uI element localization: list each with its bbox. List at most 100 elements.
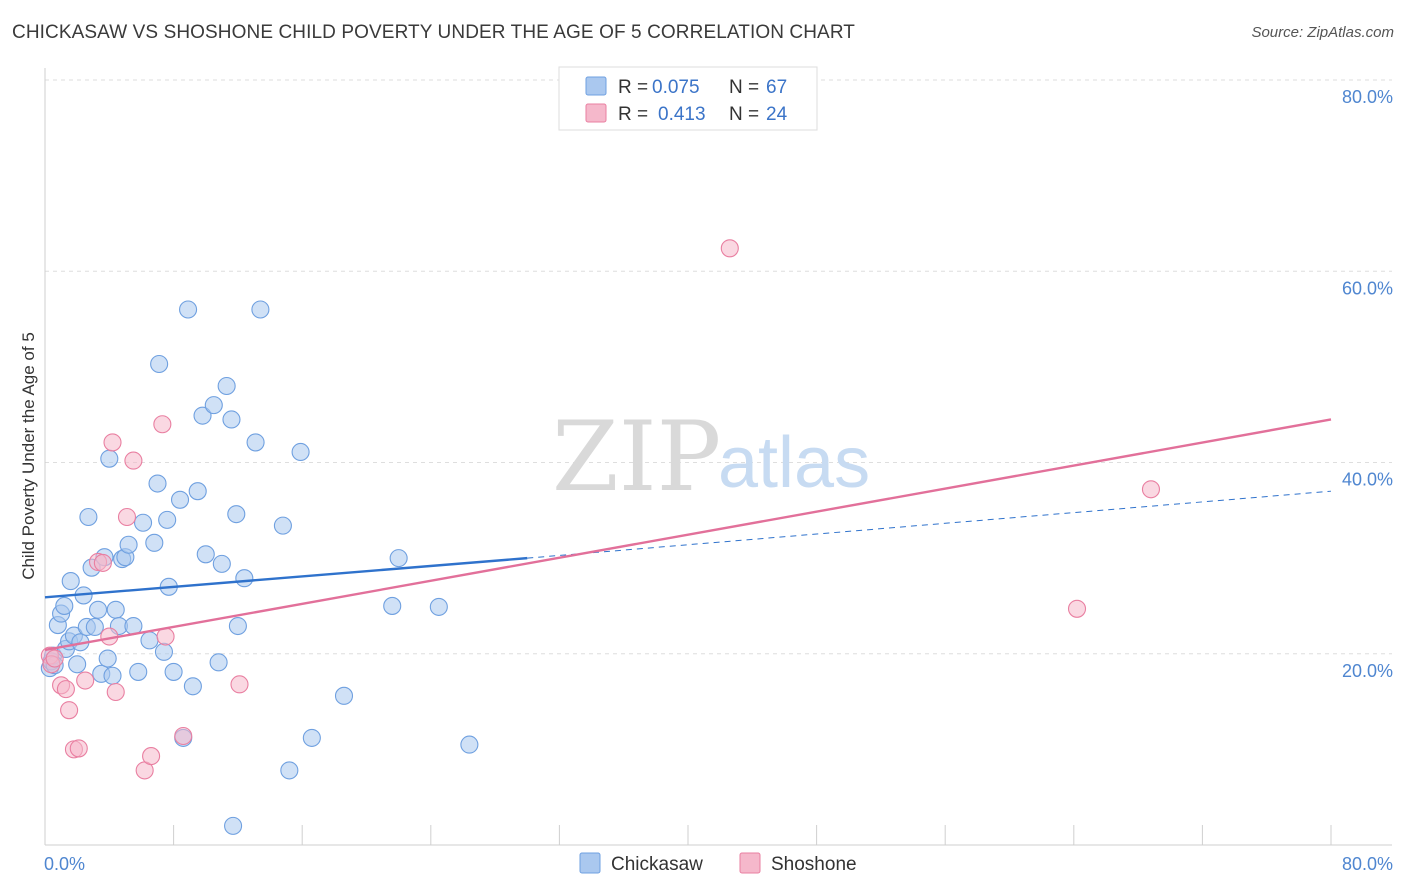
point-chickasaw <box>68 655 87 674</box>
point-chickasaw <box>145 533 164 552</box>
point-shoshone <box>69 739 88 758</box>
legend-n-label-1: N = <box>729 77 759 98</box>
point-chickasaw <box>280 761 299 780</box>
point-chickasaw <box>204 396 223 415</box>
point-chickasaw <box>119 535 138 554</box>
point-shoshone <box>117 507 137 527</box>
bottom-legend-swatch-shoshone <box>739 852 761 874</box>
point-shoshone <box>56 680 75 699</box>
y-axis-label: Child Poverty Under the Age of 5 <box>19 332 38 580</box>
x-tick-label: 0.0% <box>44 854 85 874</box>
point-chickasaw <box>460 735 479 754</box>
point-shoshone <box>174 726 193 746</box>
axes <box>44 68 1392 846</box>
trend-chickasaw-extension <box>527 490 1332 559</box>
point-chickasaw <box>228 616 247 636</box>
point-chickasaw <box>158 510 177 529</box>
point-chickasaw <box>227 505 246 524</box>
point-chickasaw <box>334 686 354 705</box>
legend: R = 0.075 N = 67 R = 0.413 N = 24 <box>558 66 818 131</box>
point-chickasaw <box>150 354 169 374</box>
point-chickasaw <box>224 816 243 835</box>
point-chickasaw <box>383 596 402 615</box>
point-chickasaw <box>79 507 98 527</box>
legend-r-label-2: R = <box>618 104 648 125</box>
data-points <box>40 239 1161 835</box>
point-shoshone <box>45 649 64 668</box>
point-shoshone <box>1141 480 1161 499</box>
y-tick-label: 20.0% <box>1342 661 1393 681</box>
point-shoshone <box>106 682 125 702</box>
point-chickasaw <box>134 513 153 532</box>
point-chickasaw <box>88 600 108 619</box>
point-chickasaw <box>193 406 212 425</box>
point-chickasaw <box>273 516 292 535</box>
legend-swatch-chickasaw <box>585 76 607 96</box>
y-tick-label: 60.0% <box>1342 278 1393 298</box>
point-chickasaw <box>85 617 104 637</box>
bottom-legend-chickasaw: Chickasaw <box>611 854 703 875</box>
point-chickasaw <box>235 569 254 588</box>
y-tick-label: 80.0% <box>1342 87 1393 107</box>
x-tick-labels: 0.0% 80.0% <box>44 854 1393 874</box>
point-chickasaw <box>251 300 270 319</box>
y-tick-labels: 20.0% 40.0% 60.0% 80.0% <box>1342 87 1393 681</box>
source-label: Source: ZipAtlas.com <box>1251 24 1394 41</box>
point-chickasaw <box>302 728 321 747</box>
chart-title: CHICKASAW VS SHOSHONE CHILD POVERTY UNDE… <box>12 22 856 43</box>
point-chickasaw <box>179 300 198 319</box>
point-shoshone <box>720 239 739 258</box>
point-chickasaw <box>106 600 125 619</box>
point-chickasaw <box>222 410 241 429</box>
legend-r-value-1: 0.075 <box>652 77 700 98</box>
point-chickasaw <box>61 572 80 591</box>
point-chickasaw <box>246 433 265 452</box>
point-shoshone <box>93 553 112 572</box>
point-chickasaw <box>196 545 215 564</box>
point-chickasaw <box>183 677 202 696</box>
watermark: ZIP atlas <box>552 401 870 513</box>
point-chickasaw <box>148 474 167 493</box>
bottom-legend-shoshone: Shoshone <box>771 854 857 875</box>
point-chickasaw <box>103 666 122 685</box>
point-chickasaw <box>164 662 183 681</box>
point-chickasaw <box>389 549 408 568</box>
point-chickasaw <box>188 482 207 501</box>
point-chickasaw <box>100 449 119 468</box>
legend-swatch-shoshone <box>585 103 607 123</box>
point-chickasaw <box>429 597 448 616</box>
point-chickasaw <box>209 653 228 672</box>
legend-n-value-2: 24 <box>766 104 788 125</box>
bottom-legend: Chickasaw Shoshone <box>579 852 857 875</box>
trend-lines <box>44 418 1332 652</box>
watermark-atlas: atlas <box>718 423 870 503</box>
point-chickasaw <box>217 376 236 396</box>
point-shoshone <box>230 675 249 694</box>
bottom-legend-swatch-chickasaw <box>579 852 601 874</box>
point-shoshone <box>76 671 95 690</box>
grid <box>45 79 1392 655</box>
point-chickasaw <box>140 631 159 650</box>
legend-n-label-2: N = <box>729 104 759 125</box>
y-tick-label: 40.0% <box>1342 470 1393 490</box>
point-chickasaw <box>291 442 310 462</box>
watermark-zip: ZIP <box>552 401 721 513</box>
point-chickasaw <box>154 642 174 661</box>
point-chickasaw <box>212 554 231 573</box>
point-shoshone <box>124 451 143 470</box>
point-shoshone <box>1067 599 1087 618</box>
point-chickasaw <box>129 662 148 681</box>
trend-chickasaw <box>44 556 528 599</box>
point-chickasaw <box>55 596 74 615</box>
trend-shoshone <box>44 418 1332 652</box>
point-shoshone <box>153 415 172 434</box>
legend-n-value-1: 67 <box>766 77 787 98</box>
point-shoshone <box>60 701 79 720</box>
point-chickasaw <box>98 649 117 668</box>
point-shoshone <box>142 747 161 766</box>
x-tick-label: 80.0% <box>1342 854 1393 874</box>
legend-r-value-2: 0.413 <box>658 104 706 125</box>
point-shoshone <box>103 433 122 452</box>
point-chickasaw <box>170 490 190 509</box>
